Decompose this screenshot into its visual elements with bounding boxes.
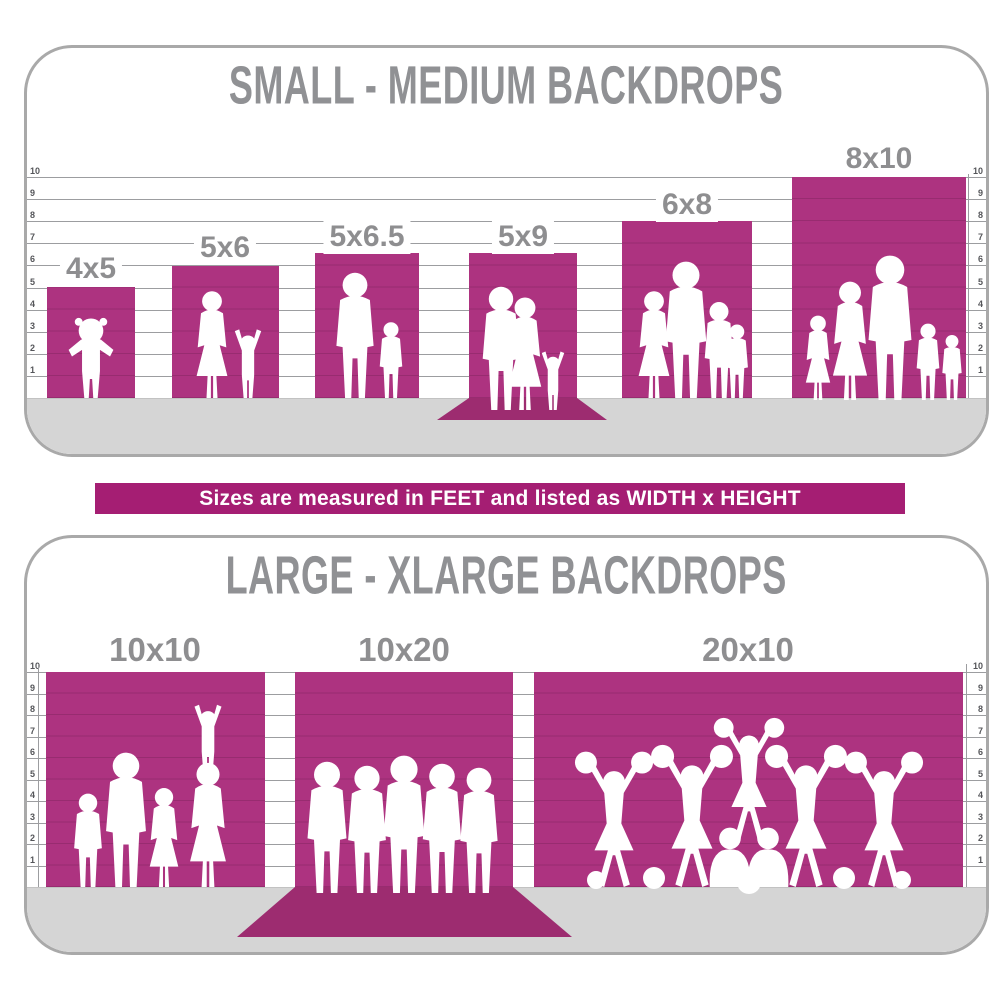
ruler-tick-label: 9 <box>975 682 985 693</box>
toddler-silhouette <box>68 317 114 398</box>
size-label-8x10: 8x10 <box>839 142 919 176</box>
size-label-5x9: 5x9 <box>491 220 555 254</box>
ruler-tick-label: 8 <box>28 704 38 714</box>
cheerleader-squad-silhouette <box>574 717 924 894</box>
measurement-banner: Sizes are measured in FEET and listed as… <box>95 483 905 514</box>
ruler-tick-label: 10 <box>970 166 985 176</box>
ruler-line-right-small <box>968 174 969 398</box>
ruler-line-left-large <box>38 664 39 887</box>
panel-large-title: LARGE - XLARGE BACKDROPS <box>27 546 986 606</box>
ruler-tick-label: 7 <box>975 725 985 736</box>
family-five-silhouette <box>792 255 966 400</box>
ruler-tick-label: 3 <box>28 811 38 822</box>
ruler-tick-label: 8 <box>28 210 38 221</box>
ruler-tick-label: 6 <box>975 747 985 757</box>
ruler-tick-label: 1 <box>28 854 38 865</box>
family-four-silhouette <box>638 261 752 398</box>
ruler-tick-label: 1 <box>975 364 985 375</box>
floor-sweep-10x20 <box>237 887 572 937</box>
panel-large-xlarge: LARGE - XLARGE BACKDROPS 10 10 9 9 8 8 7 7 6 6 5 5 4… <box>24 535 989 955</box>
panel-small-medium: SMALL - MEDIUM BACKDROPS 10 10 9 9 8 8 7 7 6 6 5 5 4… <box>24 45 989 457</box>
ruler-tick-label: 7 <box>975 232 985 243</box>
ruler-tick-label: 2 <box>975 833 985 843</box>
man-boy-silhouette <box>336 272 419 398</box>
grid-line <box>27 199 986 201</box>
pompom <box>833 867 855 889</box>
ruler-tick-label: 2 <box>975 342 985 353</box>
ruler-tick-label: 4 <box>28 298 38 309</box>
ruler-tick-label: 4 <box>975 298 985 309</box>
ruler-tick-label: 5 <box>975 276 985 287</box>
pompom <box>737 870 761 894</box>
ruler-tick-label: 9 <box>975 188 985 199</box>
ruler-tick-label: 1 <box>28 364 38 375</box>
ruler-tick-label: 5 <box>28 276 38 287</box>
ruler-tick-label: 4 <box>975 790 985 800</box>
ruler-tick-label: 1 <box>975 854 985 865</box>
pompom <box>893 871 911 889</box>
panel-small-title: SMALL - MEDIUM BACKDROPS <box>27 56 986 116</box>
pompom <box>587 871 605 889</box>
ruler-tick-label: 9 <box>28 188 38 199</box>
ruler-line-right-large <box>966 664 967 887</box>
ruler-tick-label: 8 <box>975 210 985 221</box>
ruler-tick-label: 5 <box>975 768 985 779</box>
ruler-tick-label: 7 <box>28 725 38 736</box>
ruler-tick-label: 5 <box>28 768 38 779</box>
size-label-10x10: 10x10 <box>103 631 207 669</box>
ruler-tick-label: 3 <box>975 320 985 331</box>
size-label-4x5: 4x5 <box>59 252 123 286</box>
ruler-tick-label: 3 <box>28 320 38 331</box>
pompom <box>643 867 665 889</box>
ruler-tick-label: 9 <box>28 682 38 693</box>
size-label-5x6: 5x6 <box>193 231 257 265</box>
size-label-6x8: 6x8 <box>655 188 719 222</box>
size-label-10x20: 10x20 <box>352 631 456 669</box>
woman-child-silhouette <box>196 291 262 398</box>
ruler-tick-label: 10 <box>970 661 985 671</box>
ruler-tick-label: 4 <box>28 790 38 800</box>
size-label-5x6_5: 5x6.5 <box>323 220 411 254</box>
couple-child-silhouette <box>482 286 565 410</box>
ruler-tick-label: 10 <box>28 166 43 176</box>
size-label-20x10: 20x10 <box>696 631 800 669</box>
ruler-tick-label: 8 <box>975 704 985 714</box>
grid-line <box>27 177 986 178</box>
ruler-tick-label: 10 <box>28 661 43 671</box>
ruler-tick-label: 2 <box>28 342 38 353</box>
ruler-tick-label: 7 <box>28 232 38 243</box>
five-teammates-silhouette <box>307 755 498 893</box>
family-shoulder-child-silhouette <box>46 704 226 887</box>
panel-small-title-text: SMALL - MEDIUM BACKDROPS <box>229 56 784 116</box>
ruler-tick-label: 6 <box>975 254 985 265</box>
ruler-tick-label: 6 <box>28 254 38 265</box>
ruler-tick-label: 6 <box>28 747 38 757</box>
ruler-tick-label: 3 <box>975 811 985 822</box>
panel-large-title-text: LARGE - XLARGE BACKDROPS <box>225 546 788 606</box>
ruler-tick-label: 2 <box>28 833 38 843</box>
